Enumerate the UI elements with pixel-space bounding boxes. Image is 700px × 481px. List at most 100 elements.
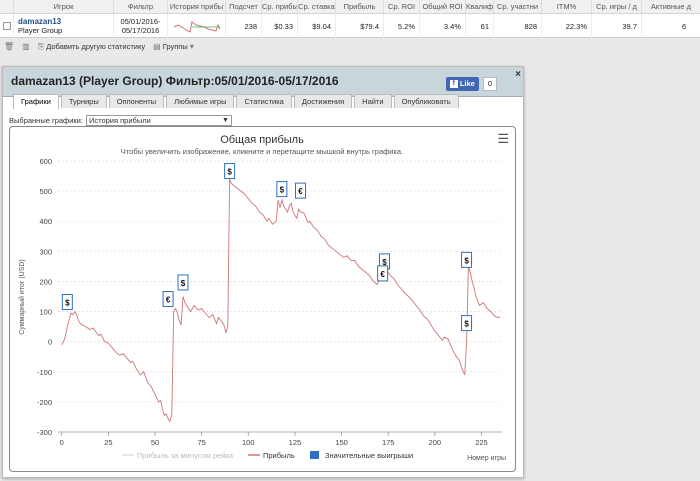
header-count[interactable]: Подсчет xyxy=(226,0,262,13)
x-tick-label: 175 xyxy=(382,438,395,447)
x-tick-label: 225 xyxy=(475,438,488,447)
x-tick-label: 100 xyxy=(242,438,255,447)
facebook-like-label: Like xyxy=(459,79,475,88)
header-select xyxy=(0,0,14,13)
marker-symbol: $ xyxy=(280,186,285,195)
itm-cell: 22.3% xyxy=(542,14,592,38)
y-tick-label: 300 xyxy=(39,247,52,256)
stats-header-row: Игрок Фильтр История прибы Подсчет Ср. п… xyxy=(0,0,700,14)
groups-button[interactable]: ▤ Группы ▾ xyxy=(153,42,194,51)
graph-select-value: История прибыли xyxy=(88,116,151,125)
x-tick-label: 0 xyxy=(60,438,64,447)
window-header: damazan13 (Player Group) Фильтр:05/01/20… xyxy=(3,67,523,109)
facebook-icon: f xyxy=(449,80,458,88)
marker-symbol: € xyxy=(380,270,385,279)
marker-box xyxy=(461,315,473,332)
x-tick-label: 75 xyxy=(197,438,205,447)
tab-publish[interactable]: Опубликовать xyxy=(393,94,459,108)
header-player[interactable]: Игрок xyxy=(14,0,114,13)
x-tick-label: 125 xyxy=(289,438,302,447)
add-stat-button[interactable]: ⎘ Добавить другую статистику xyxy=(38,42,145,52)
marker-box xyxy=(377,265,389,282)
header-filter[interactable]: Фильтр xyxy=(114,0,168,13)
groups-icon: ▤ xyxy=(153,42,161,51)
marker-symbol: $ xyxy=(464,256,469,265)
groups-label: Группы xyxy=(162,42,188,51)
active-days-cell: 6 xyxy=(682,21,687,31)
header-avg-entrants[interactable]: Ср. участни xyxy=(494,0,542,13)
x-tick-label: 25 xyxy=(104,438,112,447)
close-icon[interactable]: × xyxy=(515,69,521,80)
header-total-roi[interactable]: Общий ROI xyxy=(420,0,466,13)
marker-symbol: $ xyxy=(464,320,469,329)
add-stat-label: Добавить другую статистику xyxy=(46,41,146,51)
y-axis-label: Суммарный итог (USD) xyxy=(18,259,26,335)
player-name-link[interactable]: damazan13 xyxy=(18,17,62,26)
add-stat-icon: ⎘ xyxy=(37,41,45,51)
window-title: damazan13 (Player Group) Фильтр:05/01/20… xyxy=(11,74,339,88)
legend-swatch xyxy=(310,451,319,459)
trash-icon[interactable]: 🗑 xyxy=(4,42,15,51)
header-active-days[interactable]: Активные д xyxy=(650,2,692,11)
x-tick-label: 200 xyxy=(429,438,442,447)
y-tick-label: 500 xyxy=(39,187,52,196)
legend-item: Прибыль xyxy=(248,451,295,460)
chart-frame[interactable]: ☰ Общая прибыль Чтобы увеличить изображе… xyxy=(9,126,516,472)
header-itm[interactable]: ITM% xyxy=(542,0,592,13)
significant-win-marker: $ xyxy=(224,163,236,180)
filter-from: 05/01/2016- xyxy=(120,17,161,26)
tab-favorite-games[interactable]: Любимые игры xyxy=(166,94,235,108)
header-avg-profit[interactable]: Ср. прибы xyxy=(262,0,298,13)
marker-symbol: $ xyxy=(382,258,387,267)
x-axis-label: Номер игры xyxy=(467,455,506,462)
filter-cell: 05/01/2016- 05/17/2016 xyxy=(114,14,168,38)
filter-to: 05/17/2016 xyxy=(121,26,160,35)
facebook-like-count: 0 xyxy=(482,77,497,91)
chevron-down-icon: ▼ xyxy=(222,117,229,124)
chart-menu-icon[interactable]: ☰ xyxy=(497,131,509,146)
y-tick-label: 100 xyxy=(39,308,52,317)
avg-games-day-cell: 39.7 xyxy=(592,14,642,38)
stats-data-row[interactable]: damazan13 Player Group 05/01/2016- 05/17… xyxy=(0,14,700,38)
significant-win-marker: € xyxy=(377,265,389,282)
significant-win-marker: $ xyxy=(461,251,473,268)
chart-legend: Прибыль за минусом рейка Прибыль Значитель… xyxy=(122,451,413,460)
marker-symbol: € xyxy=(166,296,171,305)
x-tick-label: 50 xyxy=(151,438,159,447)
legend-label: Прибыль xyxy=(263,451,295,460)
marker-box xyxy=(61,294,73,311)
tab-bar: Графики Турниры Оппоненты Любимые игры С… xyxy=(13,94,459,109)
tab-find[interactable]: Найти xyxy=(354,94,392,108)
graph-select-dropdown[interactable]: История прибыли ▼ xyxy=(85,115,232,126)
tab-statistics[interactable]: Статистика xyxy=(236,94,292,108)
significant-win-marker: € xyxy=(162,291,174,308)
legend-item: Прибыль за минусом рейка xyxy=(122,451,234,460)
marker-symbol: $ xyxy=(181,279,186,288)
chevron-down-icon: ▾ xyxy=(189,42,194,51)
y-tick-label: 200 xyxy=(39,277,52,286)
header-profit[interactable]: Прибыль xyxy=(336,0,384,13)
facebook-like-button[interactable]: f Like xyxy=(445,77,479,91)
facebook-like: f Like 0 xyxy=(445,77,497,91)
profit-sparkline xyxy=(173,21,220,33)
tab-achievements[interactable]: Достижения xyxy=(293,94,353,108)
chart-axes: 600 500 400 300 200 100 0 -100 -200 -300 0 25 50 75 10… xyxy=(37,157,502,447)
marker-box xyxy=(162,291,174,308)
marker-symbol: $ xyxy=(227,168,232,177)
tab-graphs[interactable]: Графики xyxy=(13,94,59,109)
row-checkbox[interactable] xyxy=(2,22,11,30)
tab-opponents[interactable]: Оппоненты xyxy=(108,94,165,108)
profit-chart[interactable]: Общая прибыль Чтобы увеличить изображени… xyxy=(10,127,515,471)
header-avg-roi[interactable]: Ср. ROI xyxy=(384,0,420,13)
tab-tournaments[interactable]: Турниры xyxy=(60,94,107,108)
header-profit-history[interactable]: История прибы xyxy=(168,0,226,13)
columns-icon[interactable]: ▥ xyxy=(22,42,30,51)
player-group: Player Group xyxy=(18,26,63,35)
header-avg-stake[interactable]: Ср. ставка xyxy=(298,0,336,13)
row-select[interactable] xyxy=(0,14,14,38)
legend-item: Значительные выигрыши xyxy=(310,451,413,460)
header-avg-games-day[interactable]: Ср. игры / д xyxy=(592,0,642,13)
y-tick-label: -300 xyxy=(37,428,52,437)
marker-box xyxy=(224,163,236,180)
header-qualif[interactable]: Квалиф xyxy=(466,0,494,13)
